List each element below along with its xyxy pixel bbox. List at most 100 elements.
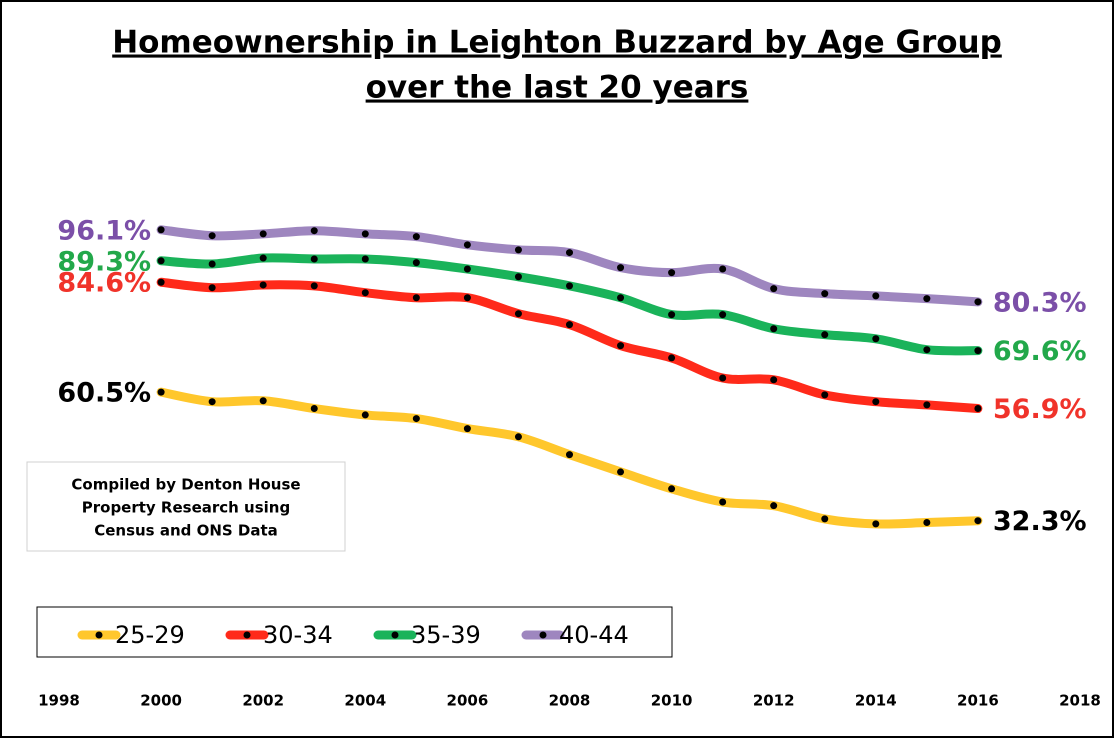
data-point [719, 265, 727, 273]
data-point [923, 346, 931, 354]
chart-title: over the last 20 years [366, 70, 749, 106]
data-point [157, 278, 165, 286]
annotation-box [26, 461, 346, 552]
value-label: 60.5% [57, 378, 151, 409]
data-point [208, 284, 216, 292]
data-point [617, 294, 625, 302]
data-point [412, 415, 420, 423]
data-point [514, 246, 522, 254]
data-point [157, 226, 165, 234]
x-tick-label: 2008 [549, 692, 591, 710]
data-point [514, 273, 522, 281]
data-point [923, 519, 931, 527]
legend-dot [539, 631, 547, 639]
data-point [821, 515, 829, 523]
data-point [361, 230, 369, 238]
data-point [974, 517, 982, 525]
value-label: 84.6% [57, 268, 151, 299]
data-point [208, 398, 216, 406]
legend-dot [391, 631, 399, 639]
legend-label: 30-34 [263, 621, 333, 649]
data-point [770, 376, 778, 384]
value-label: 96.1% [57, 215, 151, 246]
data-point [872, 398, 880, 406]
data-point [310, 227, 318, 235]
value-label: 32.3% [993, 506, 1087, 537]
x-tick-label: 2002 [242, 692, 284, 710]
data-point [566, 321, 573, 329]
data-point [974, 405, 982, 413]
data-point [719, 374, 727, 382]
data-point [310, 255, 318, 263]
legend-dot [243, 631, 251, 639]
x-tick-label: 2014 [855, 692, 897, 710]
data-point [514, 310, 522, 318]
data-point [259, 254, 267, 262]
data-point [566, 451, 573, 459]
data-point [821, 391, 829, 399]
data-point [821, 331, 829, 339]
annotation: Property Research using [82, 499, 290, 517]
data-point [566, 282, 573, 290]
x-tick-label: 2006 [447, 692, 489, 710]
data-point [361, 289, 369, 297]
annotation: Compiled by Denton House [71, 476, 300, 494]
data-point [974, 347, 982, 355]
data-point [668, 485, 676, 493]
data-point [668, 311, 676, 319]
data-point [412, 294, 420, 302]
value-label: 80.3% [993, 287, 1087, 318]
data-point [770, 325, 778, 333]
data-point [310, 405, 318, 413]
data-point [719, 311, 727, 319]
data-point [157, 257, 165, 265]
data-point [770, 502, 778, 510]
legend-label: 40-44 [559, 621, 629, 649]
data-point [617, 264, 625, 272]
data-point [617, 342, 625, 350]
data-point [463, 294, 471, 302]
data-point [923, 295, 931, 303]
data-point [412, 259, 420, 267]
legend-dot [95, 631, 103, 639]
data-point [412, 233, 420, 241]
chart-title: Homeownership in Leighton Buzzard by Age… [112, 25, 1002, 61]
value-label: 56.9% [993, 394, 1087, 425]
x-tick-label: 2016 [957, 692, 999, 710]
x-tick-label: 2018 [1059, 692, 1101, 710]
data-point [259, 397, 267, 405]
data-point [872, 520, 880, 528]
x-tick-label: 1998 [38, 692, 80, 710]
data-point [617, 468, 625, 476]
data-point [208, 232, 216, 240]
data-point [463, 265, 471, 273]
x-tick-label: 2004 [344, 692, 386, 710]
data-point [361, 411, 369, 419]
data-point [208, 260, 216, 268]
value-label: 69.6% [993, 336, 1087, 367]
legend-box [36, 606, 673, 658]
data-point [770, 285, 778, 293]
data-point [259, 230, 267, 238]
data-point [872, 335, 880, 343]
data-point [514, 433, 522, 441]
data-point [872, 292, 880, 300]
data-point [668, 269, 676, 277]
data-point [259, 281, 267, 289]
x-tick-label: 2012 [753, 692, 795, 710]
x-tick-label: 2010 [651, 692, 693, 710]
data-point [821, 290, 829, 298]
data-point [463, 425, 471, 433]
data-point [668, 354, 676, 362]
data-point [310, 282, 318, 290]
data-point [719, 498, 727, 506]
data-point [361, 255, 369, 263]
x-tick-label: 2000 [140, 692, 182, 710]
legend-label: 25-29 [115, 621, 185, 649]
data-point [566, 249, 573, 257]
data-point [974, 298, 982, 306]
data-point [463, 241, 471, 249]
legend-label: 35-39 [411, 621, 481, 649]
